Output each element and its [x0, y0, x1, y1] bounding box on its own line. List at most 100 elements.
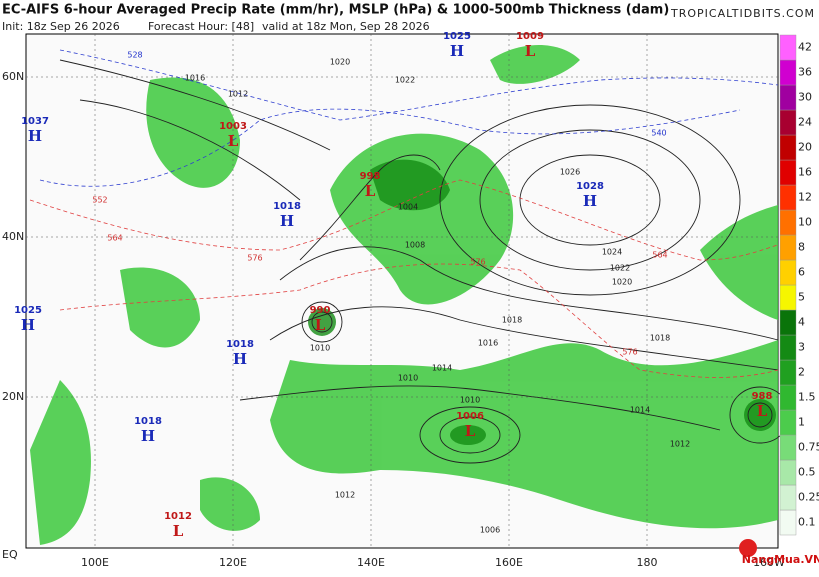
colorbar-label: 36	[798, 66, 812, 79]
lat-label: 60N	[2, 70, 24, 83]
isobar-label: 1008	[405, 241, 425, 250]
center-value: 1018	[226, 339, 254, 350]
colorbar-label: 5	[798, 291, 805, 304]
isobar-label: 1024	[602, 248, 622, 257]
watermark-icon	[739, 539, 757, 557]
lon-label: 100E	[81, 556, 109, 569]
colorbar-swatch	[779, 309, 797, 336]
center-value: 1025	[443, 31, 471, 42]
center-value: 998	[360, 171, 381, 182]
center-value: 1003	[219, 121, 247, 132]
colorbar-label: 4	[798, 316, 805, 329]
graticule	[26, 34, 778, 548]
map-labels: 100E 120E 140E 160E 180 160W60N40N20NEQ1025H1…	[2, 31, 785, 569]
isobar-label: 1010	[460, 396, 480, 405]
center-value: 1012	[164, 511, 192, 522]
center-letter: H	[141, 427, 155, 445]
watermark-text: NangMua.VN	[742, 553, 819, 566]
center-letter: H	[28, 127, 42, 145]
center-value: 1009	[516, 31, 544, 42]
thickness-label: 576	[622, 348, 637, 357]
colorbar-label: 1.5	[798, 391, 816, 404]
isobar-label: 1026	[560, 168, 580, 177]
center-letter: L	[465, 422, 476, 440]
center-value: 1028	[576, 181, 604, 192]
colorbar-swatch	[779, 109, 797, 136]
isobar-label: 1014	[432, 364, 452, 373]
colorbar-swatch	[779, 59, 797, 86]
lat-label: 20N	[2, 390, 24, 403]
forecast-hour: Forecast Hour: [48]	[148, 20, 254, 33]
colorbar-swatch	[779, 284, 797, 311]
colorbar-label: 0.5	[798, 466, 816, 479]
colorbar-swatch	[779, 234, 797, 261]
colorbar-label: 3	[798, 341, 805, 354]
isobar-label: 1022	[395, 76, 415, 85]
colorbar-label: 12	[798, 191, 812, 204]
center-letter: H	[450, 42, 464, 60]
center-letter: L	[365, 182, 376, 200]
colorbar: 0.1 0.25 0.5 0.75 1 1.5 2 3 4 5 6 8 10 12 16 20 24 30 36 42	[779, 34, 819, 536]
isobar-label: 1012	[670, 440, 690, 449]
colorbar-label: 8	[798, 241, 805, 254]
colorbar-swatch	[779, 384, 797, 411]
lon-label: 160E	[495, 556, 523, 569]
colorbar-swatch	[779, 184, 797, 211]
lat-label: 40N	[2, 230, 24, 243]
center-value: 988	[752, 391, 773, 402]
thickness-red	[29, 179, 779, 378]
thickness-label: 540	[651, 129, 666, 138]
center-value: 1025	[14, 305, 42, 316]
thickness-label: 564	[652, 251, 667, 260]
isobar-label: 1022	[610, 264, 630, 273]
thickness-label: 576	[470, 258, 485, 267]
lon-label: 160W	[753, 556, 785, 569]
thickness-label: 528	[127, 51, 142, 60]
precip-areas	[30, 45, 778, 545]
isobar-label: 1010	[398, 374, 418, 383]
colorbar-swatch	[779, 484, 797, 511]
colorbar-label: 16	[798, 166, 812, 179]
lon-label: 180	[637, 556, 658, 569]
isobar-label: 1010	[310, 344, 330, 353]
init-time: Init: 18z Sep 26 2026	[2, 20, 120, 33]
colorbar-label: 0.75	[798, 441, 819, 454]
map-area	[25, 33, 791, 549]
site-credit: TROPICALTIDBITS.COM	[670, 7, 815, 20]
isobar-label: 1004	[398, 203, 418, 212]
isobar-label: 1018	[650, 334, 670, 343]
colorbar-label: 2	[798, 366, 805, 379]
isobar-label: 1014	[630, 406, 650, 415]
isobar-label: 1012	[228, 90, 248, 99]
lon-label: 120E	[219, 556, 247, 569]
colorbar-swatch	[779, 84, 797, 111]
isobar-label: 1006	[480, 526, 500, 535]
center-letter: L	[315, 316, 326, 334]
center-letter: L	[757, 402, 768, 420]
colorbar-swatch	[779, 34, 797, 61]
colorbar-label: 20	[798, 141, 812, 154]
center-letter: H	[583, 192, 597, 210]
watermark: NangMua.VN	[739, 539, 819, 566]
colorbar-swatch	[779, 409, 797, 436]
colorbar-label: 1	[798, 416, 805, 429]
lat-label: EQ	[2, 548, 18, 561]
center-value: 1018	[134, 416, 162, 427]
isobars	[59, 59, 791, 464]
colorbar-swatch	[779, 434, 797, 461]
lon-label: 140E	[357, 556, 385, 569]
colorbar-label: 42	[798, 41, 812, 54]
colorbar-swatch	[779, 209, 797, 236]
isobar-label: 1016	[478, 339, 498, 348]
center-letter: L	[228, 132, 239, 150]
thickness-label: 552	[92, 196, 107, 205]
colorbar-label: 0.25	[798, 491, 819, 504]
valid-time: valid at 18z Mon, Sep 28 2026	[262, 20, 430, 33]
colorbar-swatch	[779, 459, 797, 486]
colorbar-label: 0.1	[798, 516, 816, 529]
colorbar-swatch	[779, 134, 797, 161]
center-value: 1006	[456, 411, 484, 422]
isobar-label: 1016	[185, 74, 205, 83]
center-value: 1037	[21, 116, 49, 127]
